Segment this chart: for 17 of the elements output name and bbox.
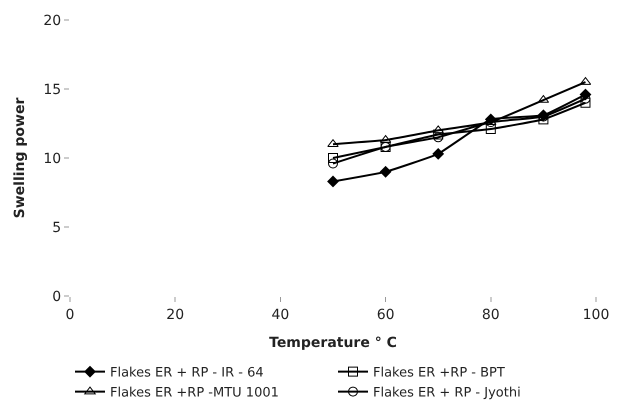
y-tick-label: 15 — [43, 82, 62, 98]
legend-label: Flakes ER +RP - BPT — [373, 366, 505, 381]
y-tick-label: 0 — [52, 288, 62, 305]
x-tick-label: 100 — [582, 306, 610, 323]
x-tick-label: 80 — [482, 306, 500, 323]
x-tick-label: 40 — [271, 306, 290, 323]
x-tick-label: 60 — [376, 306, 395, 323]
legend-label: Flakes ER + RP - IR - 64 — [110, 366, 264, 381]
y-tick-label: 20 — [43, 12, 62, 29]
x-tick-label: 20 — [166, 306, 184, 323]
legend-label: Flakes ER +RP -MTU 1001 — [110, 386, 279, 401]
y-tick-label: 5 — [52, 220, 62, 236]
y-tick-label: 10 — [43, 150, 62, 167]
x-axis-title: Temperature ° C — [269, 335, 397, 352]
legend-label: Flakes ER + RP - Jyothi — [373, 386, 521, 401]
y-axis-title: Swelling power — [12, 98, 28, 218]
x-tick-label: 0 — [66, 306, 74, 323]
